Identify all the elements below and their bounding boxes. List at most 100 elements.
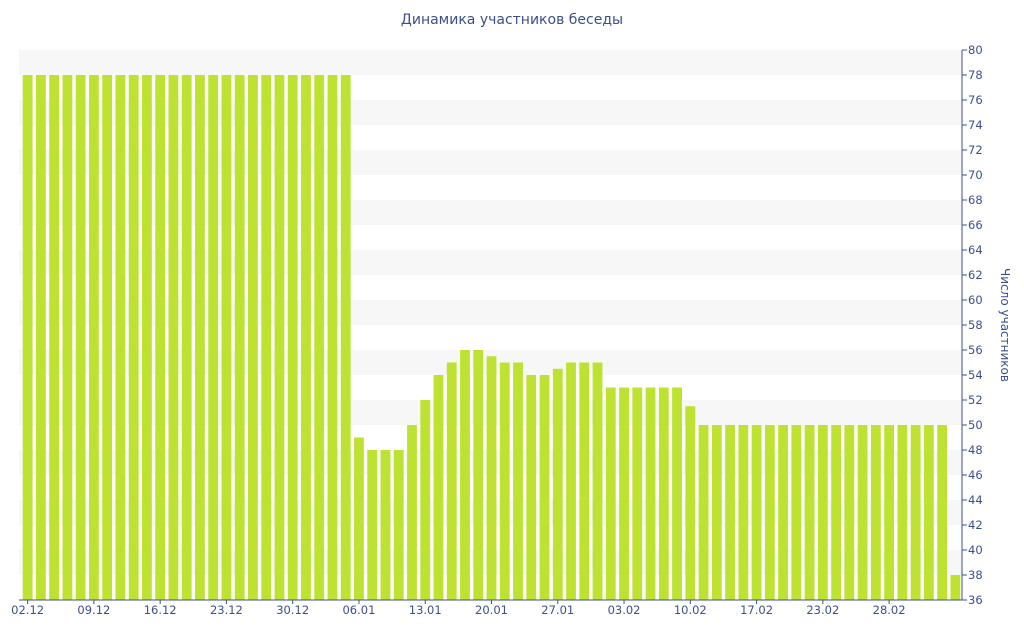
bar [605,387,616,600]
bar [407,425,417,600]
bar [75,75,86,600]
x-tick-label: 03.02 [608,603,641,617]
x-tick-label: 06.01 [342,603,375,617]
bar [844,425,855,600]
bar [725,425,735,600]
bar [817,425,828,600]
bar [274,75,285,600]
bar [340,75,351,600]
bar [539,375,550,600]
bar [831,425,841,600]
x-tick-label: 28.02 [873,603,906,617]
bar [261,75,272,600]
bar [208,75,219,600]
bar [168,75,179,600]
bar [791,425,802,600]
bar [566,362,576,600]
bar [102,75,113,600]
bar [884,425,895,600]
x-axis: 02.12 09.12 16.12 23.12 30.12 06.01 13.01 20.01… [11,599,962,617]
x-tick-label: 30.12 [276,603,309,617]
bar [552,368,563,600]
y-tick-label: 60 [968,293,983,307]
bar [115,75,126,600]
x-tick-label: 16.12 [144,603,177,617]
bar [221,75,232,600]
y-tick-label: 66 [968,218,983,232]
bar [658,387,669,600]
y-tick-label: 72 [968,143,983,157]
bar [950,575,961,600]
bar [62,75,73,600]
bar [645,387,656,600]
bar [910,425,921,600]
bar [433,375,444,600]
bar [234,75,245,600]
bar [513,362,523,600]
y-axis: 36 38 40 42 44 46 48 50 52 54 56 58 60 62 64 66 68 70 72 74… [961,43,983,607]
y-tick-label: 58 [968,318,983,332]
y-tick-label: 36 [968,593,983,607]
y-tick-label: 48 [968,443,983,457]
bar [88,75,99,600]
bar [128,75,139,600]
bar [738,425,749,600]
bar [49,75,60,600]
bar [314,75,325,600]
y-tick-label: 80 [968,43,983,57]
y-tick-label: 54 [968,368,983,382]
bar [685,406,696,600]
bar [592,362,603,600]
y-tick-label: 52 [968,393,983,407]
bar [897,425,908,600]
bar [301,75,311,600]
bar [499,362,510,600]
y-tick-label: 56 [968,343,983,357]
y-axis-label: Число участников [998,268,1012,382]
grid-band [19,50,962,75]
bar [195,75,205,600]
bar [857,425,868,600]
bar [711,425,722,600]
bar [870,425,881,600]
bar [142,75,152,600]
y-tick-label: 44 [968,493,983,507]
bar [764,425,775,600]
bar [632,387,643,600]
y-tick-label: 50 [968,418,983,432]
bar [526,375,537,600]
bar [778,425,788,600]
y-tick-label: 74 [968,118,983,132]
x-tick-label: 27.01 [541,603,574,617]
y-tick-label: 76 [968,93,983,107]
y-tick-label: 68 [968,193,983,207]
x-tick-label: 09.12 [77,603,110,617]
y-tick-label: 42 [968,518,983,532]
bar [937,425,948,600]
bars [22,75,961,600]
y-tick-label: 40 [968,543,983,557]
bar [380,450,391,600]
bar [804,425,815,600]
bar [367,450,378,600]
bar [923,425,934,600]
bar [354,437,364,600]
x-tick-label: 13.01 [409,603,442,617]
bar [35,75,46,600]
x-tick-label: 23.12 [210,603,243,617]
bar [248,75,258,600]
x-tick-label: 02.12 [11,603,44,617]
bar [473,350,484,600]
x-tick-label: 10.02 [674,603,707,617]
bar [287,75,298,600]
y-tick-label: 78 [968,68,983,82]
bar [579,362,590,600]
x-tick-label: 20.01 [475,603,508,617]
bar [486,356,497,600]
bar [698,425,709,600]
y-tick-label: 46 [968,468,983,482]
bar [751,425,762,600]
y-tick-label: 38 [968,568,983,582]
y-tick-label: 70 [968,168,983,182]
